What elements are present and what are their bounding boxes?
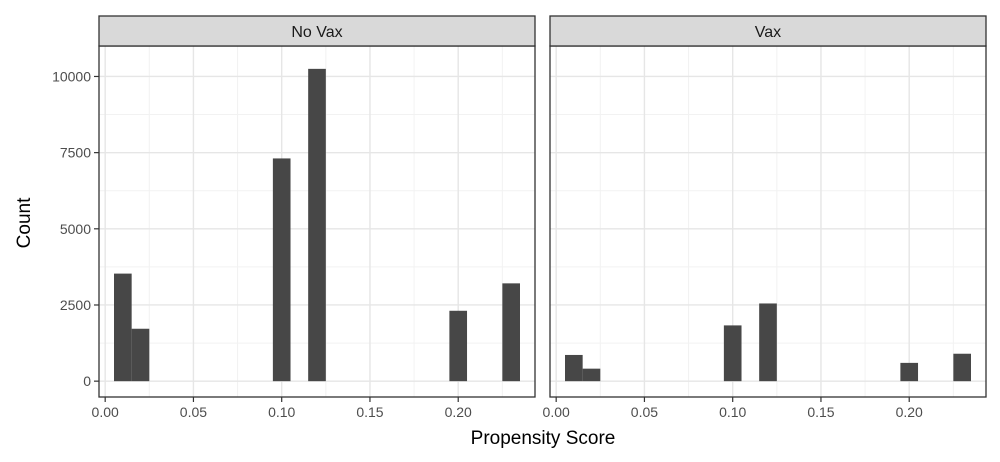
facet-strip-label: Vax [755, 24, 781, 41]
histogram-bar [502, 283, 520, 382]
histogram-bar [723, 325, 742, 382]
y-tick-label: 2500 [60, 297, 91, 313]
histogram-bar [131, 328, 150, 382]
x-tick-label: 0.20 [445, 404, 472, 420]
y-tick-label: 0 [83, 373, 91, 389]
histogram-bar [759, 303, 777, 382]
x-tick-label: 0.20 [896, 404, 923, 420]
facet-panel-2: Vax 0.00 0.05 0.10 0.15 0.20 [543, 15, 987, 420]
x-tick-label: 0.10 [719, 404, 746, 420]
y-tick-label: 10000 [52, 68, 91, 84]
histogram-bar [308, 68, 326, 382]
histogram-bar [953, 353, 971, 382]
y-tick-label: 5000 [60, 221, 91, 237]
x-tick-label: 0.15 [807, 404, 834, 420]
histogram-bar [272, 158, 291, 382]
x-tick-label: 0.10 [268, 404, 295, 420]
histogram-bar [114, 273, 132, 382]
facet-strip-label: No Vax [291, 24, 342, 41]
y-tick-label: 7500 [60, 145, 91, 161]
histogram-bar [582, 368, 601, 382]
facet-panel-1: No Vax 0.00 0.05 0.10 0.15 0.20 0 2500 5000 7500 1… [52, 15, 536, 420]
histogram-bar [449, 310, 468, 382]
x-tick-label: 0.05 [180, 404, 207, 420]
x-tick-label: 0.00 [543, 404, 570, 420]
x-tick-label: 0.15 [356, 404, 383, 420]
histogram-bar [900, 362, 919, 382]
x-tick-label: 0.00 [92, 404, 119, 420]
facet-strip [98, 15, 536, 47]
x-tick-label: 0.05 [631, 404, 658, 420]
y-axis-title: Count [14, 197, 35, 248]
histogram-bar [565, 354, 583, 382]
x-axis-title: Propensity Score [471, 428, 616, 449]
facet-strip [549, 15, 987, 47]
